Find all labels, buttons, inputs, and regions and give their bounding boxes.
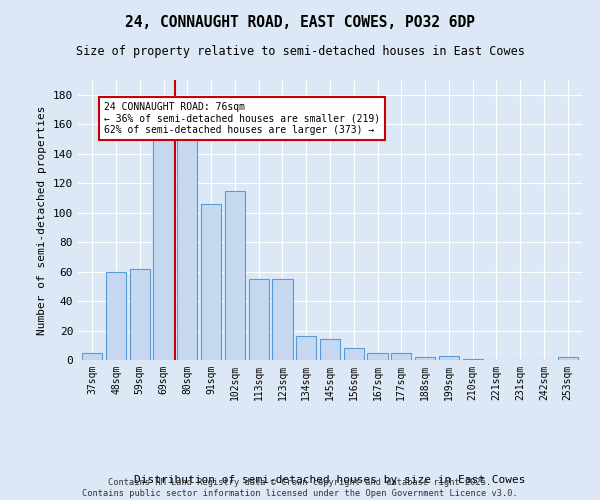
- Bar: [320, 340, 340, 360]
- Text: 24, CONNAUGHT ROAD, EAST COWES, PO32 6DP: 24, CONNAUGHT ROAD, EAST COWES, PO32 6DP: [125, 15, 475, 30]
- Bar: [248, 279, 269, 360]
- Text: Size of property relative to semi-detached houses in East Cowes: Size of property relative to semi-detach…: [76, 45, 524, 58]
- Bar: [391, 352, 412, 360]
- Bar: [154, 138, 173, 360]
- Bar: [367, 352, 388, 360]
- Bar: [177, 138, 197, 360]
- Y-axis label: Number of semi-detached properties: Number of semi-detached properties: [37, 106, 47, 335]
- Bar: [415, 357, 435, 360]
- Bar: [272, 279, 293, 360]
- Bar: [557, 357, 578, 360]
- Bar: [439, 356, 459, 360]
- Bar: [225, 190, 245, 360]
- Text: 24 CONNAUGHT ROAD: 76sqm
← 36% of semi-detached houses are smaller (219)
62% of : 24 CONNAUGHT ROAD: 76sqm ← 36% of semi-d…: [104, 102, 380, 136]
- Text: Contains HM Land Registry data © Crown copyright and database right 2025.
Contai: Contains HM Land Registry data © Crown c…: [82, 478, 518, 498]
- Text: Distribution of semi-detached houses by size in East Cowes: Distribution of semi-detached houses by …: [134, 475, 526, 485]
- Bar: [296, 336, 316, 360]
- Bar: [106, 272, 126, 360]
- Bar: [344, 348, 364, 360]
- Bar: [130, 268, 150, 360]
- Bar: [463, 358, 483, 360]
- Bar: [82, 352, 103, 360]
- Bar: [201, 204, 221, 360]
